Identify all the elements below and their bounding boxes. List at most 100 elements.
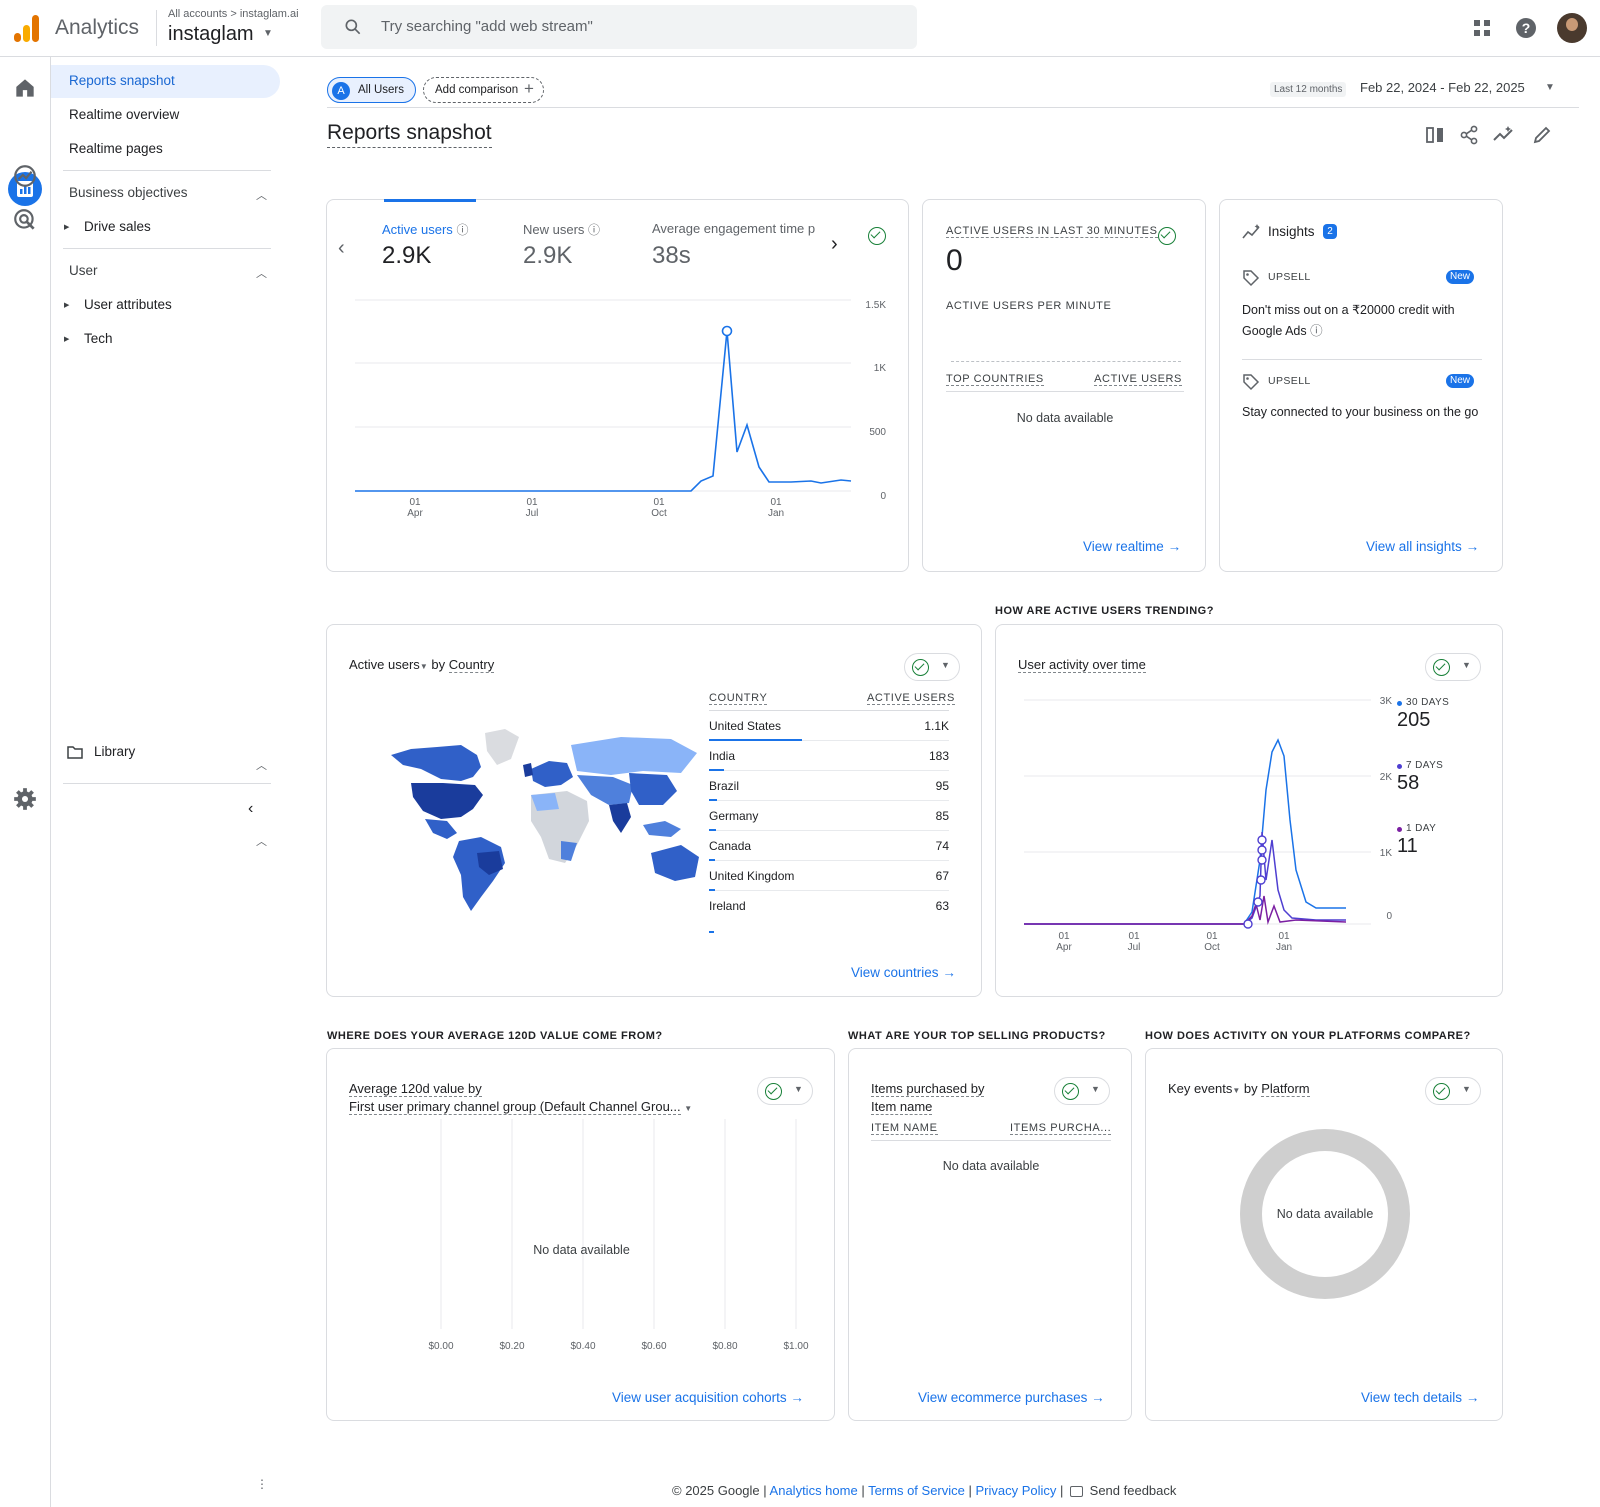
edit-pencil-icon[interactable] (1531, 124, 1553, 146)
table-row[interactable]: United Kingdom 67 (709, 861, 949, 891)
nav-user-attributes[interactable]: User attributes (84, 297, 172, 312)
nav-reports-snapshot[interactable]: Reports snapshot (69, 73, 175, 88)
view-ecommerce-purchases-link[interactable]: View ecommerce purchases → (918, 1390, 1105, 1405)
add-comparison-button[interactable]: Add comparison + (423, 77, 544, 103)
chevron-up-icon[interactable]: ︿ (256, 760, 267, 772)
chevron-left-icon[interactable]: ‹ (338, 237, 345, 259)
caret-down-icon[interactable]: ▼ (419, 662, 428, 671)
insight-text[interactable]: Stay connected to your business on the g… (1242, 405, 1479, 419)
property-selector[interactable]: instaglam (168, 23, 254, 45)
region-south-africa[interactable] (561, 841, 577, 861)
avatar[interactable] (1557, 13, 1587, 43)
table-row[interactable]: Brazil 95 (709, 771, 949, 801)
search-bar[interactable]: Try searching "add web stream" (321, 5, 917, 49)
metric-label[interactable]: Items purchased by (871, 1081, 985, 1097)
help-icon[interactable]: ? (1514, 16, 1538, 40)
view-acquisition-cohorts-link[interactable]: View user acquisition cohorts → (612, 1390, 804, 1405)
table-row[interactable]: Ireland 63 (709, 891, 949, 933)
nav-library[interactable]: Library (94, 744, 136, 759)
date-range-value[interactable]: Feb 22, 2024 - Feb 22, 2025 (1360, 80, 1525, 95)
metric-dropdown[interactable]: Active users (349, 657, 420, 672)
value-card-title[interactable]: Average 120d value by (349, 1081, 482, 1097)
help-circle-icon[interactable]: ⓘ (1310, 324, 1323, 338)
account-breadcrumb[interactable]: All accounts > instaglam.ai (168, 8, 299, 20)
dimension-selector[interactable]: Item name (871, 1099, 933, 1115)
chevron-up-icon[interactable]: ︿ (256, 190, 267, 202)
chevron-right-icon[interactable]: › (831, 233, 838, 255)
caret-down-icon[interactable]: ▼ (263, 28, 273, 39)
more-options-icon[interactable]: ⋮ (256, 1477, 268, 1491)
table-row[interactable]: Canada 74 (709, 831, 949, 861)
dimension-selector[interactable]: First user primary channel group (Defaul… (349, 1099, 692, 1115)
view-realtime-link[interactable]: View realtime → (1083, 539, 1181, 554)
terms-link[interactable]: Terms of Service (868, 1483, 965, 1498)
home-icon[interactable] (12, 75, 38, 101)
expand-arrow-icon[interactable]: ▶ (64, 302, 70, 309)
view-all-insights-link[interactable]: View all insights → (1366, 539, 1479, 554)
region-brazil[interactable] (477, 851, 503, 875)
apps-grid-icon[interactable] (1470, 16, 1494, 40)
settings-gear-icon[interactable] (12, 786, 38, 812)
region-china[interactable] (629, 773, 677, 805)
send-feedback-link[interactable]: Send feedback (1089, 1483, 1177, 1498)
date-range-label[interactable]: Last 12 months (1270, 82, 1347, 97)
region-united-states[interactable] (411, 783, 483, 819)
dimension-selector[interactable]: Platform (1261, 1081, 1310, 1097)
status-dropdown[interactable]: ▼ (1425, 1077, 1481, 1105)
metric-tab-new-users[interactable]: New users ⓘ (523, 221, 600, 238)
caret-down-icon[interactable]: ▼ (1545, 82, 1555, 93)
share-icon[interactable] (1458, 124, 1480, 146)
check-circle-icon[interactable] (1158, 227, 1176, 245)
chevron-up-icon[interactable]: ︿ (256, 268, 267, 280)
view-tech-details-link[interactable]: View tech details → (1361, 1390, 1479, 1405)
help-circle-icon[interactable]: ⓘ (588, 223, 601, 237)
region-australia[interactable] (651, 845, 699, 881)
table-row[interactable]: India 183 (709, 741, 949, 771)
all-users-chip[interactable]: A All Users (327, 77, 416, 103)
status-dropdown[interactable]: ▼ (1425, 653, 1481, 681)
chevron-up-icon[interactable]: ︿ (256, 836, 267, 848)
nav-tech[interactable]: Tech (84, 331, 113, 346)
region-south-america[interactable] (453, 837, 505, 911)
insights-sparkline-icon[interactable] (1492, 124, 1514, 146)
expand-arrow-icon[interactable]: ▶ (64, 224, 70, 231)
region-north-africa[interactable] (531, 793, 559, 811)
compare-columns-icon[interactable] (1424, 124, 1446, 146)
check-circle-icon[interactable] (868, 227, 886, 245)
analytics-logo[interactable] (14, 14, 40, 42)
metric-tab-engagement-time[interactable]: Average engagement time p (652, 221, 816, 236)
nav-realtime-overview[interactable]: Realtime overview (69, 107, 180, 122)
region-mexico[interactable] (425, 819, 457, 839)
region-central-asia[interactable] (577, 775, 633, 805)
metric-tab-active-users[interactable]: Active users ⓘ (382, 221, 468, 238)
caret-down-icon[interactable]: ▼ (1232, 1086, 1241, 1095)
collapse-nav-icon[interactable]: ‹ (248, 800, 254, 817)
status-dropdown[interactable]: ▼ (1054, 1077, 1110, 1105)
nav-user[interactable]: User (69, 263, 98, 278)
expand-arrow-icon[interactable]: ▶ (64, 336, 70, 343)
table-row[interactable]: Germany 85 (709, 801, 949, 831)
insight-text[interactable]: Don't miss out on a ₹20000 credit with G… (1242, 300, 1482, 342)
view-countries-link[interactable]: View countries → (851, 965, 956, 980)
privacy-link[interactable]: Privacy Policy (975, 1483, 1057, 1498)
analytics-home-link[interactable]: Analytics home (769, 1483, 858, 1498)
region-southeast-asia[interactable] (643, 821, 681, 837)
region-india[interactable] (609, 803, 631, 833)
nav-business-objectives[interactable]: Business objectives (69, 185, 188, 200)
region-russia[interactable] (571, 737, 697, 775)
region-greenland[interactable] (485, 729, 519, 765)
status-dropdown[interactable]: ▼ (757, 1077, 813, 1105)
metric-dropdown[interactable]: Key events (1168, 1081, 1233, 1096)
table-row[interactable]: United States 1.1K (709, 711, 949, 741)
trend-title[interactable]: User activity over time (1018, 657, 1146, 673)
advertising-icon[interactable] (12, 207, 38, 233)
nav-realtime-pages[interactable]: Realtime pages (69, 141, 163, 156)
help-circle-icon[interactable]: ⓘ (456, 223, 469, 237)
region-canada[interactable] (391, 745, 481, 781)
peak-point[interactable] (721, 325, 733, 337)
nav-drive-sales[interactable]: Drive sales (84, 219, 151, 234)
data-point[interactable] (1256, 875, 1266, 885)
status-dropdown[interactable]: ▼ (904, 653, 960, 681)
data-point[interactable] (1253, 897, 1263, 907)
region-europe[interactable] (531, 761, 573, 787)
